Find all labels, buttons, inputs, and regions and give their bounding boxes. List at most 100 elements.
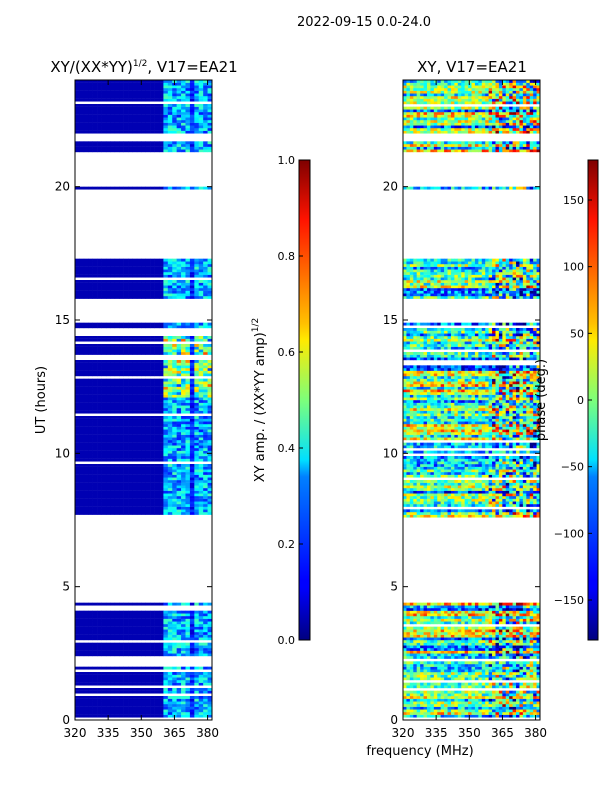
heatmap-cell — [154, 82, 160, 86]
heatmap-cell — [110, 512, 116, 515]
heatmap-cell — [119, 338, 124, 342]
heatmap-cell — [132, 114, 138, 118]
heatmap-cell — [132, 602, 138, 606]
heatmap-cell — [110, 322, 116, 326]
heatmap-cell — [150, 496, 155, 499]
heatmap-cell — [128, 466, 133, 470]
heatmap-cell — [79, 688, 85, 691]
heatmap-cell — [413, 706, 418, 710]
heatmap-cell — [92, 448, 98, 451]
heatmap-cell — [512, 714, 517, 718]
heatmap-cell — [207, 672, 213, 675]
heatmap-cell — [194, 477, 200, 481]
heatmap-cell — [110, 466, 116, 470]
heatmap-cell — [189, 474, 195, 478]
heatmap-cell — [101, 392, 107, 395]
heatmap-cell — [167, 621, 173, 625]
heatmap-cell — [158, 125, 164, 129]
heatmap-cell — [430, 712, 435, 715]
heatmap-cell — [176, 437, 182, 441]
heatmap-cell — [83, 490, 89, 494]
heatmap-cell — [172, 293, 177, 297]
heatmap-cell — [132, 293, 138, 297]
heatmap-cell — [505, 682, 510, 686]
heatmap-cell — [474, 666, 479, 670]
heatmap-cell — [450, 712, 455, 715]
heatmap-cell — [167, 464, 173, 467]
heatmap-cell — [97, 714, 102, 718]
heatmap-cell — [123, 272, 129, 275]
heatmap-cell — [141, 429, 147, 433]
heatmap-cell — [533, 698, 537, 702]
heatmap-cell — [207, 469, 213, 473]
heatmap-cell — [141, 501, 147, 505]
heatmap-cell — [83, 626, 89, 630]
heatmap-cell — [119, 469, 124, 473]
heatmap-cell — [154, 629, 160, 633]
heatmap-cell — [110, 496, 116, 499]
heatmap-cell — [119, 141, 124, 145]
heatmap-cell — [533, 669, 537, 673]
heatmap-cell — [181, 437, 186, 441]
heatmap-cell — [141, 261, 147, 265]
heatmap-cell — [110, 325, 116, 329]
heatmap-cell — [101, 130, 107, 134]
heatmap-cell — [154, 642, 160, 646]
heatmap-cell — [516, 661, 520, 665]
heatmap-cell — [426, 693, 431, 697]
heatmap-cell — [128, 701, 133, 705]
heatmap-cell — [533, 690, 537, 694]
heatmap-cell — [150, 618, 155, 622]
heatmap-cell — [83, 610, 89, 614]
heatmap-cell — [167, 672, 173, 675]
heatmap-cell — [181, 712, 186, 715]
heatmap-cell — [176, 112, 182, 115]
heatmap-cell — [75, 466, 80, 470]
heatmap-cell — [145, 610, 151, 614]
heatmap-cell — [105, 416, 111, 419]
heatmap-cell — [163, 677, 169, 681]
heatmap-cell — [150, 472, 155, 475]
heatmap-cell — [88, 421, 93, 425]
heatmap-cell — [83, 488, 89, 491]
heatmap-cell — [167, 381, 173, 385]
heatmap-cell — [163, 82, 169, 86]
heatmap-cell — [119, 682, 124, 686]
heatmap-cell — [516, 712, 520, 715]
heatmap-cell — [189, 90, 195, 94]
heatmap-cell — [176, 336, 182, 339]
heatmap-cell — [83, 381, 89, 385]
heatmap-cell — [167, 714, 173, 718]
heatmap-cell — [132, 648, 138, 651]
heatmap-cell — [145, 645, 151, 649]
heatmap-cell — [176, 512, 182, 515]
heatmap-cell — [101, 325, 107, 329]
heatmap-cell — [207, 394, 213, 398]
amplitude-panel: XY/(XX*YY)1/2, V17=EA21 320 335 350 365 380 … — [34, 58, 238, 740]
heatmap-cell — [88, 128, 93, 131]
heatmap-cell — [176, 93, 182, 97]
heatmap-cell — [163, 288, 169, 291]
heatmap-cell — [110, 706, 116, 710]
heatmap-cell — [198, 696, 204, 699]
heatmap-cell — [119, 488, 124, 491]
heatmap-cell — [114, 290, 120, 294]
heatmap-cell — [97, 648, 102, 651]
heatmap-cell — [101, 109, 107, 113]
heatmap-cell — [158, 426, 164, 430]
heatmap-cell — [141, 112, 147, 115]
heatmap-cell — [198, 698, 204, 702]
heatmap-cell — [97, 368, 102, 371]
heatmap-cell — [172, 485, 177, 489]
heatmap-cell — [123, 90, 129, 94]
heatmap-cell — [176, 613, 182, 617]
heatmap-cell — [163, 360, 169, 363]
heatmap-cell — [176, 714, 182, 718]
heatmap-cell — [536, 674, 541, 678]
amplitude-x-axis: 320 335 350 365 380 — [64, 80, 219, 740]
heatmap-cell — [536, 682, 541, 686]
heatmap-cell — [163, 381, 169, 385]
heatmap-cell — [181, 648, 186, 651]
heatmap-cell — [110, 448, 116, 451]
heatmap-cell — [101, 269, 107, 273]
